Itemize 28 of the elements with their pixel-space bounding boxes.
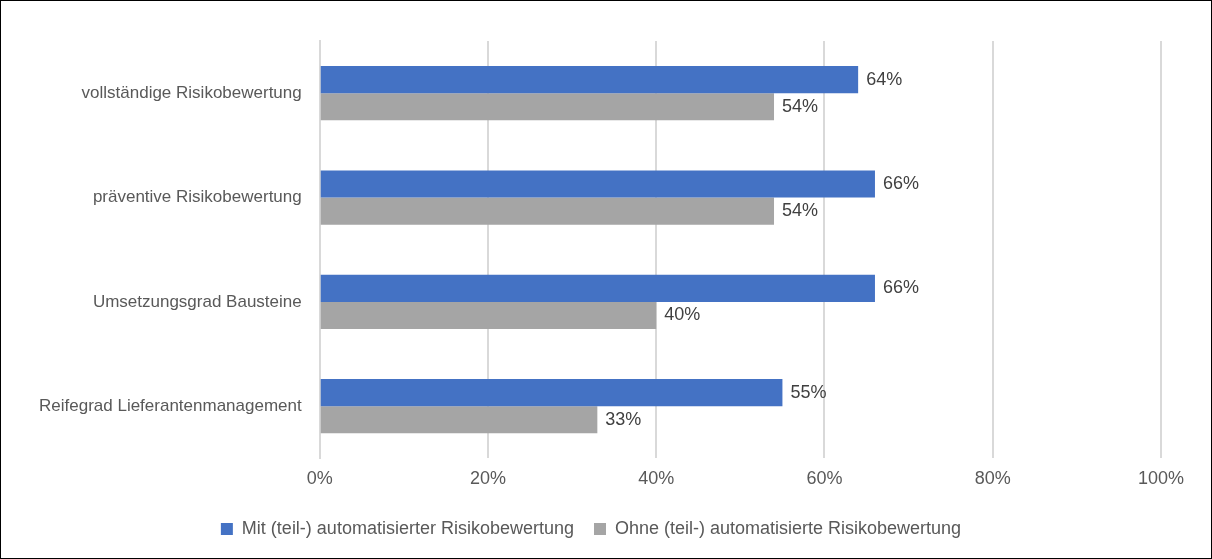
data-label: 40% xyxy=(664,304,701,325)
bar xyxy=(320,301,657,330)
legend-label: Ohne (teil-) automatisierte Risikobewertung xyxy=(614,517,962,538)
bar xyxy=(320,197,775,225)
bar xyxy=(320,379,783,407)
legend-label: Mit (teil-) automatisierter Risikobewertung xyxy=(241,517,574,538)
y-tick-label: Umsetzungsgrad Bausteine xyxy=(92,291,302,311)
bar xyxy=(320,66,859,94)
y-tick-label: präventive Risikobewertung xyxy=(92,187,302,207)
x-tick-label: 60% xyxy=(806,468,843,489)
data-label: 33% xyxy=(605,408,642,429)
x-tick-label: 80% xyxy=(974,468,1011,489)
data-label: 64% xyxy=(866,68,903,89)
bar xyxy=(320,406,598,434)
x-tick-label: 100% xyxy=(1137,468,1185,489)
data-label: 66% xyxy=(882,277,919,298)
data-label: 54% xyxy=(782,200,819,221)
bar xyxy=(320,274,875,302)
x-tick-label: 0% xyxy=(306,468,333,489)
bar xyxy=(320,93,775,121)
y-tick-label: Reifegrad Lieferantenmanagement xyxy=(38,395,302,415)
x-tick-label: 20% xyxy=(469,468,506,489)
y-tick-label: vollständige Risikobewertung xyxy=(81,82,302,102)
data-label: 66% xyxy=(882,172,919,193)
x-tick-label: 40% xyxy=(638,468,675,489)
data-label: 54% xyxy=(782,95,819,116)
bar xyxy=(320,170,875,198)
data-label: 55% xyxy=(790,381,827,402)
